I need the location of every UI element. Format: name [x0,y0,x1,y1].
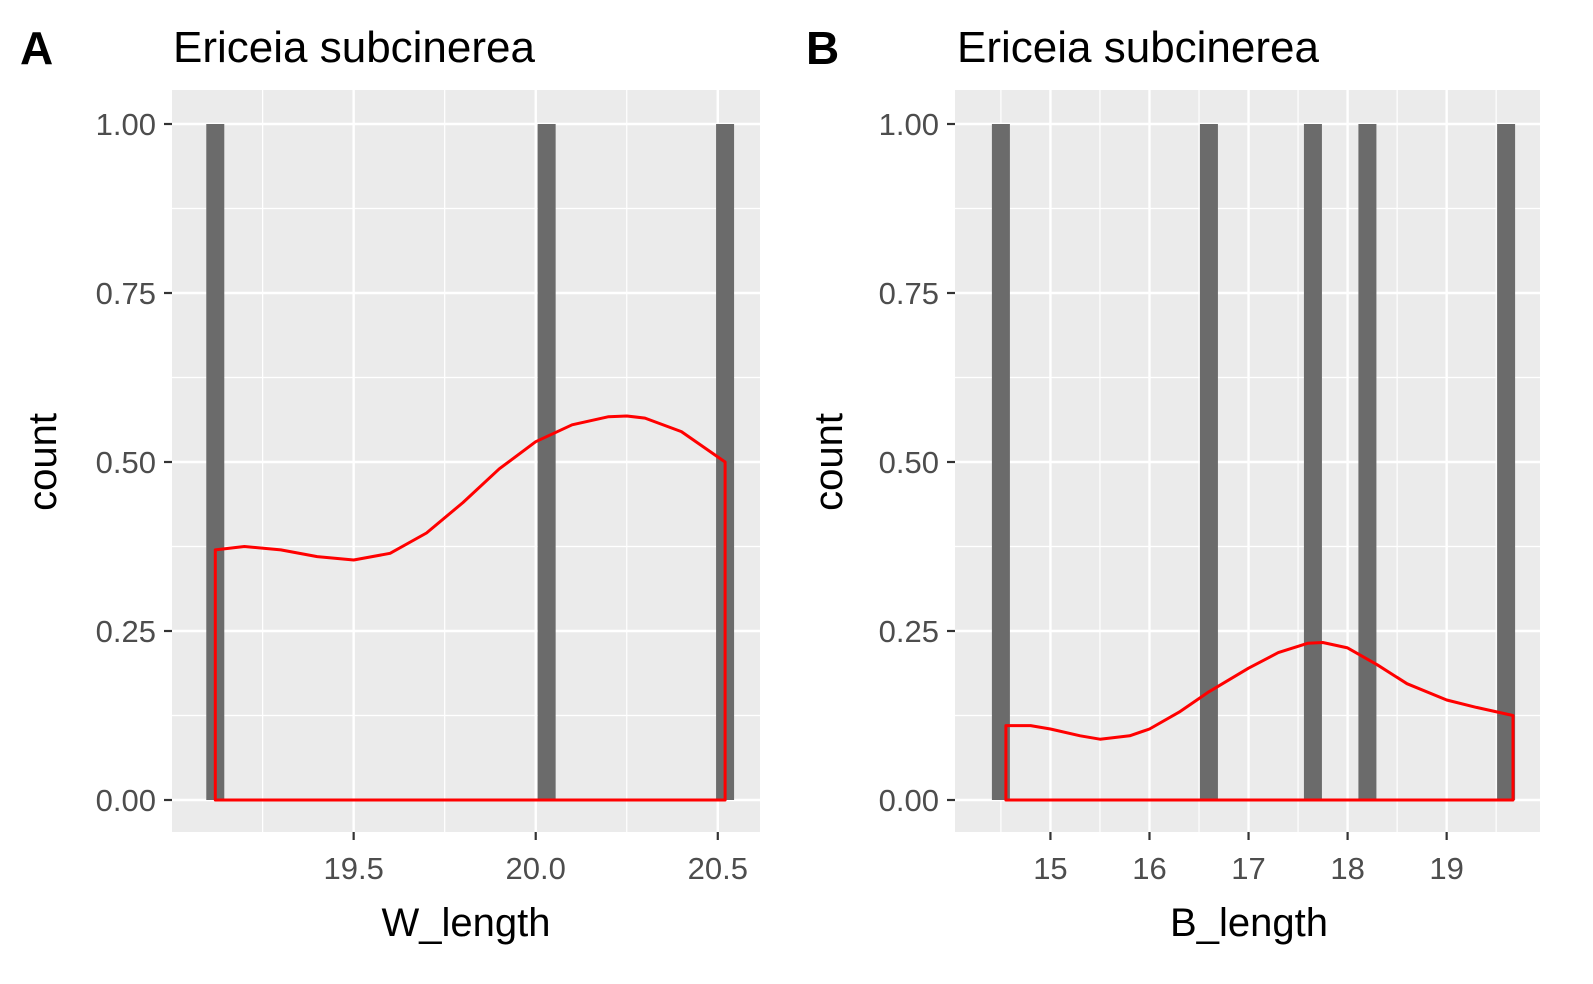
panel-b-ytick-label: 0.25 [879,614,939,649]
panel-b-ytick-label: 0.00 [879,783,939,818]
panel-a-ytick-label: 0.25 [96,614,156,649]
panel-b-ytick-label: 1.00 [879,107,939,142]
panel-a-xtick-label: 20.5 [688,851,748,886]
panel-b-xtick-label: 15 [1033,851,1067,886]
panel-a-density-curve [213,414,727,802]
panel-b-bar-5 [1497,124,1516,800]
panel-b-bar-1 [991,124,1010,800]
panel-b-ytick-label: 0.75 [879,276,939,311]
panel-b: B Ericeia subcinerea 0.00 0.25 0.50 0.75 1.0… [806,22,1540,945]
panel-a-tag: A [20,22,53,74]
panel-a: A Ericeia subcinerea 0.00 0.25 0.50 0.75 1.0… [20,22,760,945]
panel-a-ytick-label: 1.00 [96,107,156,142]
panel-a-ytick-label: 0.75 [96,276,156,311]
panel-a-density [213,414,727,802]
panel-b-bar-3 [1303,124,1322,800]
panel-b-xtick-label: 17 [1231,851,1265,886]
panel-a-xtick-label: 19.5 [323,851,383,886]
panel-a-ylabel: count [21,413,65,511]
panel-b-xlabel: B_length [1170,901,1328,945]
panel-b-xtick-label: 16 [1132,851,1166,886]
panel-b-ytick-label: 0.50 [879,445,939,480]
panel-a-ytick-label: 0.00 [96,783,156,818]
panel-a-bar-1 [206,124,225,800]
panel-a-title: Ericeia subcinerea [173,23,535,72]
panel-b-title: Ericeia subcinerea [957,23,1319,72]
panel-b-bar-4 [1358,124,1377,800]
panel-b-axes: 0.00 0.25 0.50 0.75 1.00 15 16 17 18 19 [879,107,1464,886]
panel-b-xtick-label: 18 [1330,851,1364,886]
panel-b-density [1004,641,1515,802]
panel-b-bars [991,124,1516,800]
panel-b-ylabel: count [807,413,851,511]
panel-b-grid [955,90,1540,832]
panel-b-density-curve [1004,641,1515,802]
panel-a-axes: 0.00 0.25 0.50 0.75 1.00 19.5 20.0 20.5 [96,107,748,886]
panel-b-tag: B [806,22,839,74]
panel-a-ytick-label: 0.50 [96,445,156,480]
panel-a-bar-2 [537,124,556,800]
panel-b-xtick-label: 19 [1429,851,1463,886]
panel-a-xtick-label: 20.0 [506,851,566,886]
panel-b-bar-2 [1199,124,1218,800]
panel-a-xlabel: W_length [382,901,551,945]
